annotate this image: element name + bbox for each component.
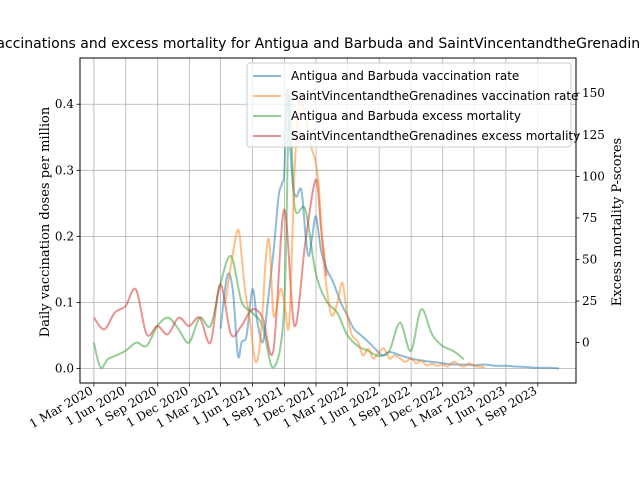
- plot-lines: [92, 89, 560, 370]
- legend-label: SaintVincentandtheGrenadines vaccination…: [291, 89, 579, 103]
- legend-box: [246, 62, 572, 148]
- y-right-tick-label: 75: [582, 211, 597, 225]
- y-right-tick-label: 150: [582, 86, 605, 100]
- y-right-tick-label: 50: [582, 252, 597, 266]
- legend-label: Antigua and Barbuda vaccination rate: [291, 69, 519, 83]
- y-left-tick-label: 0.4: [55, 97, 74, 111]
- y-right-tick-label: 25: [582, 294, 597, 308]
- y-right-tick-label: 125: [582, 128, 605, 142]
- y-right-tick-label: 100: [582, 169, 605, 183]
- y-axis-right-label: Excess mortality P-scores: [610, 138, 625, 306]
- legend: Antigua and Barbuda vaccination rate Sain…: [246, 62, 580, 148]
- series-line-3: [93, 178, 328, 356]
- y-axis-right: 0 25 50 75 100 125 150: [576, 86, 605, 350]
- y-axis-left: 0.0 0.1 0.2 0.3 0.4: [55, 97, 80, 375]
- y-left-tick-label: 0.2: [55, 229, 74, 243]
- legend-label: Antigua and Barbuda excess mortality: [291, 109, 521, 123]
- y-left-tick-label: 0.3: [55, 163, 74, 177]
- y-left-tick-label: 0.1: [55, 295, 74, 309]
- chart-title: Vaccinations and excess mortality for An…: [0, 36, 640, 52]
- y-axis-left-label: Daily vaccination doses per million: [38, 106, 53, 337]
- plot-frame: [79, 57, 577, 384]
- y-left-tick-label: 0.0: [55, 361, 74, 375]
- y-right-tick-label: 0: [582, 336, 590, 350]
- series-line-1: [224, 101, 485, 369]
- legend-label: SaintVincentandtheGrenadines excess mort…: [291, 129, 580, 143]
